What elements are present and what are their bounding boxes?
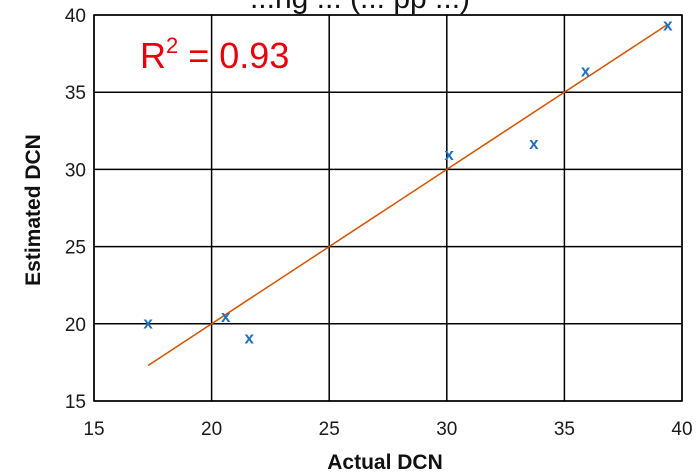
y-tick-label: 15 xyxy=(65,392,86,413)
fit-line xyxy=(147,23,669,367)
data-point: x xyxy=(143,313,153,332)
y-tick-label: 35 xyxy=(65,83,86,104)
data-point: x xyxy=(529,134,539,153)
y-axis-title: Estimated DCN xyxy=(22,134,45,286)
data-point: x xyxy=(244,329,254,348)
plot-frame xyxy=(93,14,683,402)
x-tick-label: 20 xyxy=(201,419,222,440)
y-tick-label: 40 xyxy=(65,6,86,27)
chart-title: ...ng ... (... pp ...) xyxy=(250,0,470,15)
y-tick-label: 30 xyxy=(65,160,86,181)
data-point: x xyxy=(581,62,591,81)
y-tick-label: 20 xyxy=(65,315,86,336)
x-tick-label: 35 xyxy=(554,419,575,440)
r-squared-value: = 0.93 xyxy=(178,35,289,76)
r-squared-superscript: 2 xyxy=(166,33,178,58)
data-point: x xyxy=(221,307,231,326)
r-squared-prefix: R xyxy=(140,35,166,76)
data-point: x xyxy=(663,15,673,34)
tick-labels: 15 20 25 30 35 40 15 20 25 30 35 40 xyxy=(65,6,693,440)
y-tick-label: 25 xyxy=(65,238,86,259)
x-axis-title: Actual DCN xyxy=(327,451,443,474)
data-point: x xyxy=(444,145,454,164)
x-tick-label: 25 xyxy=(319,419,340,440)
x-tick-label: 40 xyxy=(671,419,692,440)
x-tick-label: 15 xyxy=(83,419,104,440)
r-squared-annotation: R2 = 0.93 xyxy=(140,33,289,76)
x-tick-label: 30 xyxy=(436,419,457,440)
